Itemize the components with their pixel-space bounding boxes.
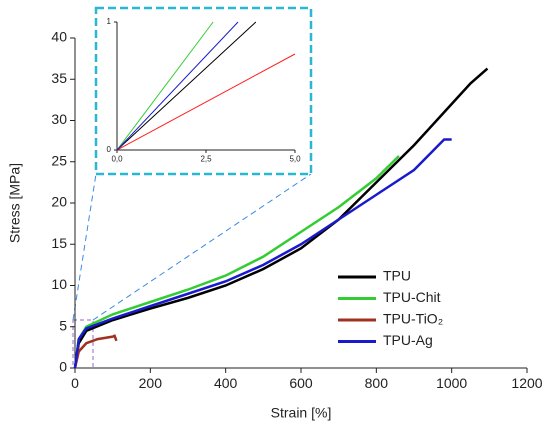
series-line [116,21,257,151]
legend-label: TPU-Chit [383,289,441,305]
x-axis-label: Strain [%] [271,405,332,421]
series-line [73,138,452,369]
x-tick-label: 0,0 [111,155,123,164]
y-tick-label: 10 [51,276,67,292]
legend-label: TPU [383,268,411,284]
series-line [116,53,296,151]
main-plot: 0 200 400 600 800 1000 1200 0 5 10 15 20 25 30 35 40 TPU… [51,29,542,391]
x-tick-label: 0 [71,375,79,391]
series-line [73,334,118,369]
x-tick-label: 2,5 [200,155,212,164]
y-tick-label: 20 [51,194,67,210]
zoom-line [92,173,312,321]
series-line [73,155,400,369]
legend-label: TPU-TiO₂ [383,311,443,327]
x-tick-label: 600 [289,375,313,391]
x-tick-label: 5,0 [289,155,301,164]
y-tick-label: 25 [51,152,67,168]
y-tick-label: 5 [59,317,67,333]
x-tick-label: 1200 [511,375,542,391]
series-line [116,21,239,151]
zoom-line [72,173,97,321]
y-tick-label: 30 [51,111,67,127]
x-tick-label: 200 [139,375,163,391]
x-tick-label: 800 [365,375,389,391]
x-tick-label: 400 [214,375,238,391]
y-tick-label: 1 [107,17,112,26]
series-line [73,67,489,369]
inset-frame [94,6,313,176]
x-tick-label: 1000 [436,375,467,391]
y-tick-label: 40 [51,29,67,45]
y-tick-label: 0 [107,145,112,154]
series-line [116,21,214,151]
y-axis-label: Stress [MPa] [7,163,23,243]
legend-label: TPU-Ag [383,332,433,348]
y-tick-label: 15 [51,235,67,251]
inset-plot: 0,0 2,5 5,0 0 1 [107,17,302,163]
y-tick-label: 0 [59,359,67,375]
y-tick-label: 35 [51,70,67,86]
